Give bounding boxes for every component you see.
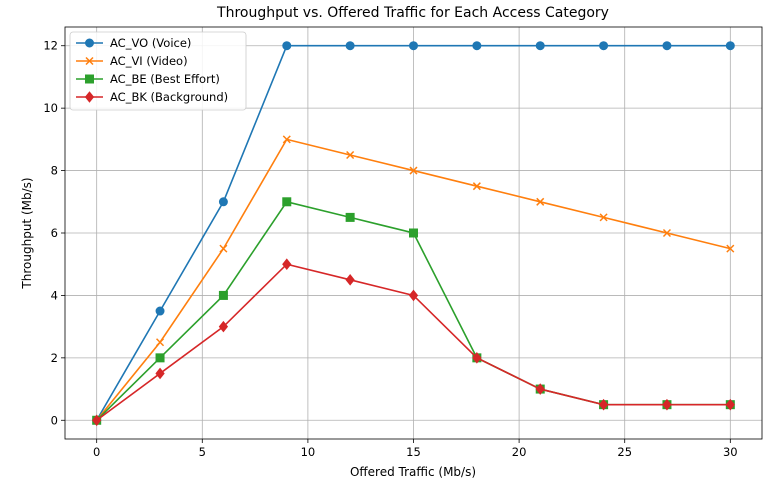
legend-label: AC_BE (Best Effort) [110, 72, 220, 86]
data-point [725, 41, 735, 51]
data-point [598, 398, 609, 411]
data-point [219, 244, 228, 253]
y-tick-label: 6 [51, 226, 58, 240]
data-point [535, 41, 545, 51]
data-point [218, 290, 228, 300]
data-point [345, 212, 355, 222]
series-0 [92, 41, 735, 425]
x-tick-label: 30 [723, 445, 738, 459]
data-point [92, 414, 102, 427]
data-point [345, 274, 355, 286]
plot-frame [64, 26, 763, 440]
x-tick-label: 0 [93, 445, 100, 459]
data-point [599, 41, 609, 51]
data-point [282, 197, 292, 207]
data-point [218, 320, 229, 333]
data-point [409, 166, 418, 175]
data-point [726, 244, 735, 253]
data-point [409, 228, 418, 238]
legend-box [69, 31, 247, 111]
data-point [662, 398, 672, 411]
data-point [472, 352, 482, 364]
x-tick-label: 25 [617, 445, 632, 459]
data-point [725, 398, 735, 411]
data-point [472, 182, 481, 191]
legend: AC_VO (Voice) AC_VI (Video) AC_BE (Best Ef… [69, 31, 247, 111]
x-tick-label: 5 [199, 445, 206, 459]
legend-label: AC_VO (Voice) [110, 36, 191, 50]
legend-marker [85, 74, 94, 84]
series-3 [92, 258, 735, 427]
data-point [346, 150, 355, 160]
x-tick-label: 15 [406, 445, 421, 459]
data-point [218, 197, 228, 207]
x-tick-label: 10 [301, 445, 316, 459]
y-tick-label: 4 [51, 288, 58, 302]
x-axis-label: Offered Traffic (Mb/s) [350, 465, 476, 479]
y-tick-label: 12 [43, 39, 58, 53]
y-axis-label: Throughput (Mb/s) [20, 177, 34, 289]
y-tick-label: 2 [51, 351, 58, 365]
data-point [408, 289, 419, 302]
x-tick-label: 20 [512, 445, 527, 459]
y-tick-label: 10 [43, 101, 58, 115]
y-tick-label: 8 [51, 164, 58, 178]
data-point [155, 306, 165, 316]
data-point [409, 41, 418, 51]
data-point [155, 367, 165, 380]
legend-label: AC_BK (Background) [110, 90, 228, 104]
legend-marker [85, 38, 94, 48]
data-point [662, 41, 672, 51]
data-point [282, 258, 292, 271]
data-point [282, 135, 291, 144]
data-point [472, 41, 482, 51]
data-point [156, 338, 165, 347]
series-1 [92, 135, 735, 425]
data-point [282, 41, 292, 51]
axis-ticks: 0 5 10 15 20 25 30 0 2 4 6 8 10 12 [43, 39, 737, 459]
data-point [535, 383, 545, 395]
data-point [599, 213, 608, 222]
y-tick-label: 0 [51, 413, 58, 427]
chart-title: Throughput vs. Offered Traffic for Each … [216, 5, 609, 21]
data-point [155, 353, 165, 363]
legend-marker [85, 56, 94, 66]
data-point [345, 41, 355, 51]
legend-marker [84, 91, 95, 103]
series-group [92, 41, 735, 427]
data-point [662, 228, 671, 238]
data-point [536, 197, 545, 206]
legend-label: AC_VI (Video) [110, 54, 188, 68]
